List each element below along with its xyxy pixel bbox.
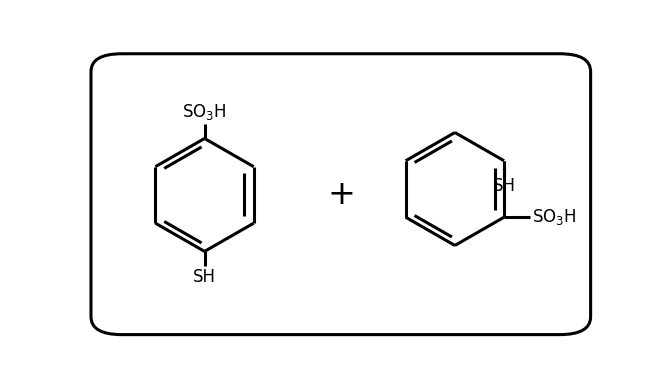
FancyBboxPatch shape: [91, 54, 591, 335]
Text: SO$_3$H: SO$_3$H: [182, 102, 227, 122]
Text: SH: SH: [193, 268, 216, 286]
Text: SO$_3$H: SO$_3$H: [532, 207, 577, 227]
Text: +: +: [328, 178, 355, 212]
Text: SH: SH: [493, 177, 515, 195]
